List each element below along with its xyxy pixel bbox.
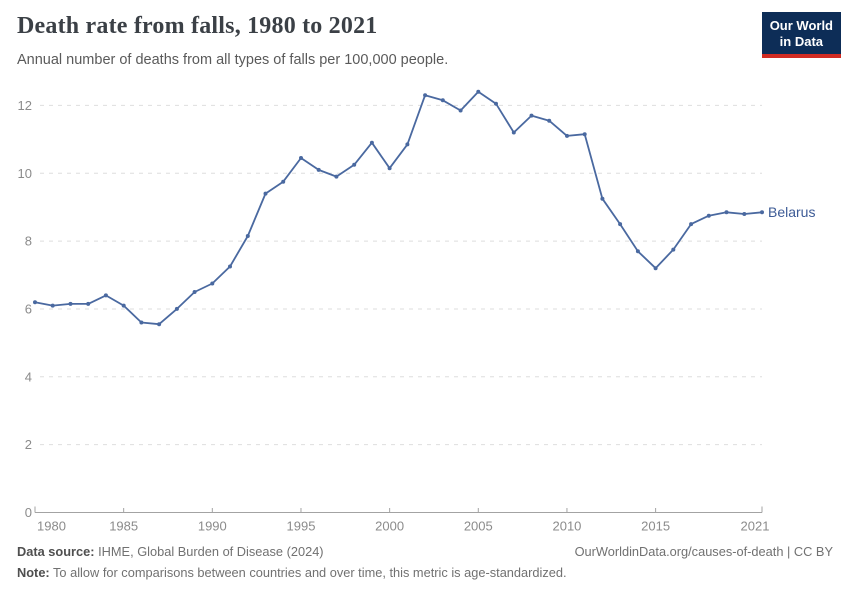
svg-text:1990: 1990: [198, 519, 227, 534]
page-title: Death rate from falls, 1980 to 2021: [17, 13, 378, 39]
owid-logo-line1: Our World: [769, 18, 833, 33]
note-label: Note:: [17, 565, 50, 581]
svg-text:1995: 1995: [287, 519, 316, 534]
svg-text:0: 0: [25, 505, 32, 520]
svg-text:12: 12: [18, 98, 32, 113]
data-points: [33, 89, 764, 327]
credit-link[interactable]: OurWorldinData.org/causes-of-death | CC …: [574, 544, 833, 559]
svg-text:6: 6: [25, 301, 32, 316]
data-line-belarus[interactable]: [34, 90, 763, 326]
y-gridlines: [40, 104, 762, 446]
entity-label-belarus[interactable]: Belarus: [768, 204, 815, 220]
svg-text:2005: 2005: [464, 519, 493, 534]
owid-logo-line2: in Data: [779, 33, 824, 49]
svg-text:4: 4: [25, 369, 32, 384]
svg-text:2021: 2021: [741, 519, 770, 534]
svg-text:8: 8: [25, 234, 32, 249]
svg-text:2: 2: [25, 437, 32, 452]
svg-text:2000: 2000: [375, 519, 404, 534]
chart-note: Note: To allow for comparisons between c…: [17, 564, 833, 581]
svg-text:1980: 1980: [37, 519, 66, 534]
y-axis-labels: 0 2 4 6 8 10 12: [18, 98, 32, 520]
data-source-label: Data source:: [17, 544, 95, 559]
svg-text:2010: 2010: [552, 519, 581, 534]
chart-subtitle: Annual number of deaths from all types o…: [17, 52, 449, 68]
chart-footer: Data source: IHME, Global Burden of Dise…: [17, 543, 833, 582]
data-source: Data source: IHME, Global Burden of Dise…: [17, 543, 324, 560]
x-axis: [34, 506, 763, 513]
x-axis-labels: 1980 1985 1990 1995 2000 2005 2010 2015 2021: [37, 519, 769, 534]
data-source-text: IHME, Global Burden of Disease (2024): [98, 544, 324, 559]
note-text: To allow for comparisons between countri…: [53, 565, 567, 581]
owid-logo: Our World in Data: [761, 12, 841, 59]
svg-text:1985: 1985: [109, 519, 138, 534]
svg-text:10: 10: [18, 166, 32, 181]
svg-text:2015: 2015: [641, 519, 670, 534]
